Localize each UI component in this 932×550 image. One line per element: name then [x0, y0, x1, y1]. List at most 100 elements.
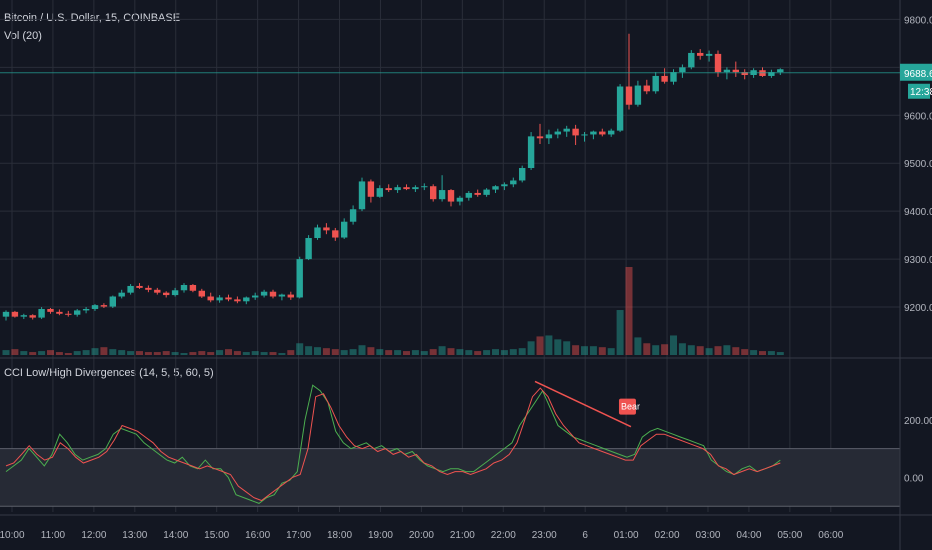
cci-legend: CCI Low/High Divergences (14, 5, 5, 60, …: [4, 367, 214, 379]
candle-body: [492, 186, 499, 190]
candle-body: [554, 131, 561, 135]
volume-bar: [750, 350, 758, 355]
time-tick-label: 12:00: [81, 530, 106, 541]
candle-body: [510, 180, 517, 185]
candle-body: [225, 297, 232, 300]
volume-bar: [73, 351, 81, 355]
volume-bar: [127, 351, 135, 355]
candle-body: [519, 168, 526, 181]
price-tick-label: 9400.00: [904, 207, 932, 218]
candle-body: [47, 308, 54, 312]
volume-bar: [55, 352, 63, 355]
volume-bar: [678, 343, 686, 355]
volume-bar: [616, 310, 624, 355]
price-badge-value: 9688.68: [904, 69, 932, 80]
time-tick-label: 22:00: [491, 530, 516, 541]
candlesticks: [2, 33, 784, 321]
candle-body: [741, 72, 748, 75]
candle-body: [608, 130, 615, 135]
volume-bar: [403, 351, 410, 355]
volume-bars: [2, 267, 784, 355]
candle-body: [20, 315, 27, 317]
volume-bar: [109, 349, 117, 355]
candle-body: [616, 86, 624, 131]
volume-bar: [11, 349, 19, 355]
volume-bar: [207, 352, 215, 355]
candle-body: [323, 227, 330, 231]
volume-bar: [322, 348, 330, 355]
price-tick-label: 9200.00: [904, 303, 932, 314]
volume-bar: [314, 347, 321, 355]
volume-bar: [509, 349, 517, 355]
volume-bar: [198, 351, 206, 355]
volume-bar: [607, 348, 615, 355]
candle-body: [252, 295, 259, 298]
candle-body: [56, 311, 63, 314]
candle-body: [296, 259, 303, 298]
candle-body: [332, 230, 339, 238]
candle-body: [349, 209, 357, 222]
symbol-title: Bitcoin / U.S. Dollar, 15, COINBASE: [4, 12, 181, 24]
time-tick-label: 10:00: [0, 530, 25, 541]
volume-bar: [527, 341, 535, 355]
volume-bar: [759, 351, 766, 355]
volume-bar: [216, 350, 224, 355]
volume-bar: [394, 350, 402, 355]
candle-body: [705, 53, 713, 56]
candle-body: [341, 221, 348, 238]
time-tick-label: 05:00: [777, 530, 802, 541]
candle-body: [314, 227, 321, 239]
volume-bar: [456, 349, 464, 355]
candle-body: [768, 72, 775, 76]
time-tick-label: 03:00: [695, 530, 720, 541]
volume-bar: [536, 336, 544, 355]
candle-body: [777, 69, 784, 73]
time-tick-label: 17:00: [286, 530, 311, 541]
volume-bar: [260, 352, 268, 355]
volume-bar: [225, 349, 232, 355]
candle-body: [465, 192, 472, 198]
volume-bar: [554, 339, 562, 355]
candle-body: [474, 192, 481, 195]
candle-body: [714, 53, 722, 73]
volume-bar: [278, 353, 286, 355]
candle-body: [732, 69, 739, 73]
candle-body: [670, 72, 677, 82]
volume-bar: [385, 350, 393, 355]
volume-bar: [634, 337, 642, 355]
volume-bar: [572, 345, 580, 355]
price-badge: [900, 63, 932, 81]
volume-bar: [670, 335, 677, 355]
time-tick-label: 16:00: [245, 530, 270, 541]
candle-body: [572, 128, 579, 136]
time-tick-label: 11:00: [41, 530, 66, 541]
countdown-badge: [908, 83, 930, 99]
candle-body: [234, 299, 241, 302]
candle-body: [367, 181, 375, 197]
volume-bar: [153, 352, 161, 355]
volume-bar: [643, 343, 651, 355]
volume-bar: [91, 348, 99, 355]
candle-body: [82, 308, 90, 311]
volume-bar: [438, 346, 446, 355]
candle-body: [100, 305, 108, 307]
cci-pane: Bear: [0, 380, 900, 507]
candle-body: [198, 290, 205, 297]
candle-body: [118, 292, 125, 297]
volume-bar: [269, 352, 277, 355]
volume-bar: [2, 350, 10, 355]
candle-body: [456, 197, 464, 202]
volume-bar: [38, 351, 46, 355]
candle-body: [501, 184, 508, 187]
volume-bar: [305, 346, 313, 355]
cci-line: [5, 384, 781, 504]
bear-label-box: [618, 398, 636, 415]
candle-body: [430, 186, 437, 200]
volume-bar: [767, 351, 775, 355]
candle-body: [447, 190, 455, 202]
candle-body: [216, 297, 223, 301]
volume-bar: [465, 350, 473, 355]
volume-bar: [340, 350, 348, 355]
